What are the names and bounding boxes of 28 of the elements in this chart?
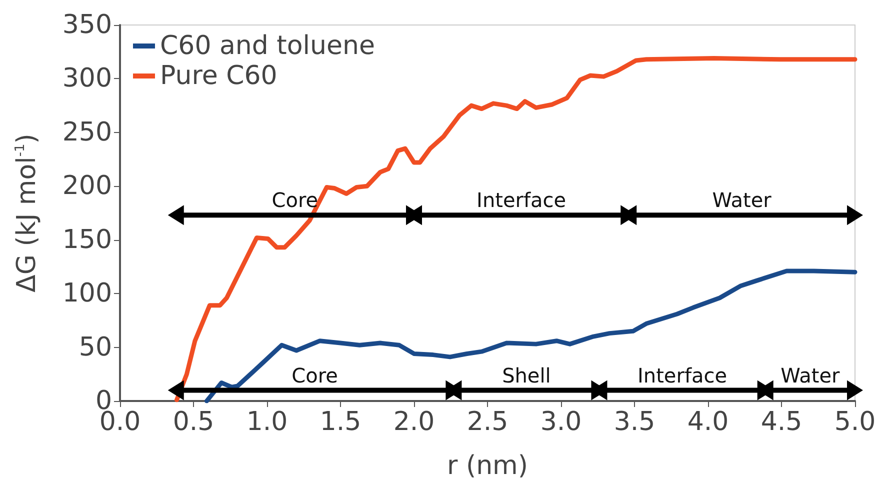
x-tick-label: 1.0 (246, 407, 288, 437)
x-tick-label: 4.5 (760, 407, 802, 437)
series-label: Water (712, 188, 772, 212)
x-tick-label: 3.5 (614, 407, 656, 437)
legend-label: Pure C60 (160, 61, 278, 91)
x-tick-label: 1.5 (320, 407, 362, 437)
y-tick-label: 50 (78, 332, 112, 362)
y-axis-title: ΔG (kJ mol-1) (12, 134, 42, 292)
series-label: Core (292, 363, 338, 388)
series-label: Interface (638, 363, 728, 388)
y-tick-label: 150 (62, 224, 112, 255)
series-label: Shell (502, 363, 551, 388)
y-tick-label: 200 (62, 171, 112, 202)
y-tick-label: 250 (62, 117, 112, 148)
y-tick-label: 350 (62, 10, 112, 40)
y-tick-label: 100 (62, 278, 112, 309)
x-tick-label: 4.0 (687, 407, 729, 437)
x-axis-title: r (nm) (446, 451, 528, 481)
series-label: Core (272, 188, 318, 212)
x-tick-label: 2.5 (466, 407, 508, 437)
x-tick-label: 5.0 (834, 407, 876, 437)
x-tick-label: 3.0 (540, 407, 582, 437)
series-label: Water (780, 363, 840, 388)
legend-label: C60 and toluene (160, 31, 375, 61)
y-tick-label: 300 (62, 64, 112, 94)
series-label: Interface (476, 188, 566, 212)
x-tick-label: 0.5 (172, 407, 214, 437)
x-tick-label: 2.0 (393, 407, 435, 437)
